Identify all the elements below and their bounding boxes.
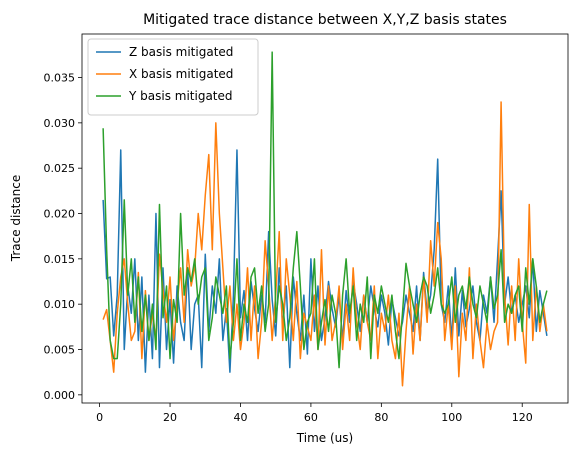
legend-label: Y basis mitigated [128,89,233,103]
x-tick-label: 100 [441,411,462,424]
x-tick-label: 60 [304,411,318,424]
series-line-y [102,51,548,369]
y-tick-label: 0.025 [44,162,76,175]
x-axis: 0 20 40 60 80 100 120 [96,403,533,424]
x-tick-label: 120 [512,411,533,424]
y-tick-label: 0.005 [44,344,76,357]
x-axis-label: Time (us) [296,431,353,445]
y-tick-label: 0.020 [44,208,76,221]
legend-box [87,38,259,116]
y-tick-label: 0.010 [44,298,76,311]
chart-title: Mitigated trace distance between X,Y,Z b… [143,12,507,28]
x-tick-label: 20 [163,411,177,424]
plot-lines [102,51,548,387]
y-axis-label: Trace distance [9,175,23,263]
legend-label: Z basis mitigated [129,45,233,59]
x-tick-label: 40 [233,411,247,424]
plot-area [81,33,569,404]
y-tick-label: 0.030 [44,117,76,130]
legend: Z basis mitigated X basis mitigated Y basi… [87,38,259,116]
y-axis: 0.000 0.005 0.010 0.015 0.020 0.025 0.030 0.035 [44,72,82,402]
y-tick-label: 0.000 [44,389,76,402]
y-tick-label: 0.015 [44,253,76,266]
series-line-z [102,149,548,373]
x-tick-label: 0 [96,411,103,424]
x-tick-label: 80 [374,411,388,424]
y-tick-label: 0.035 [44,72,76,85]
legend-label: X basis mitigated [129,67,233,81]
